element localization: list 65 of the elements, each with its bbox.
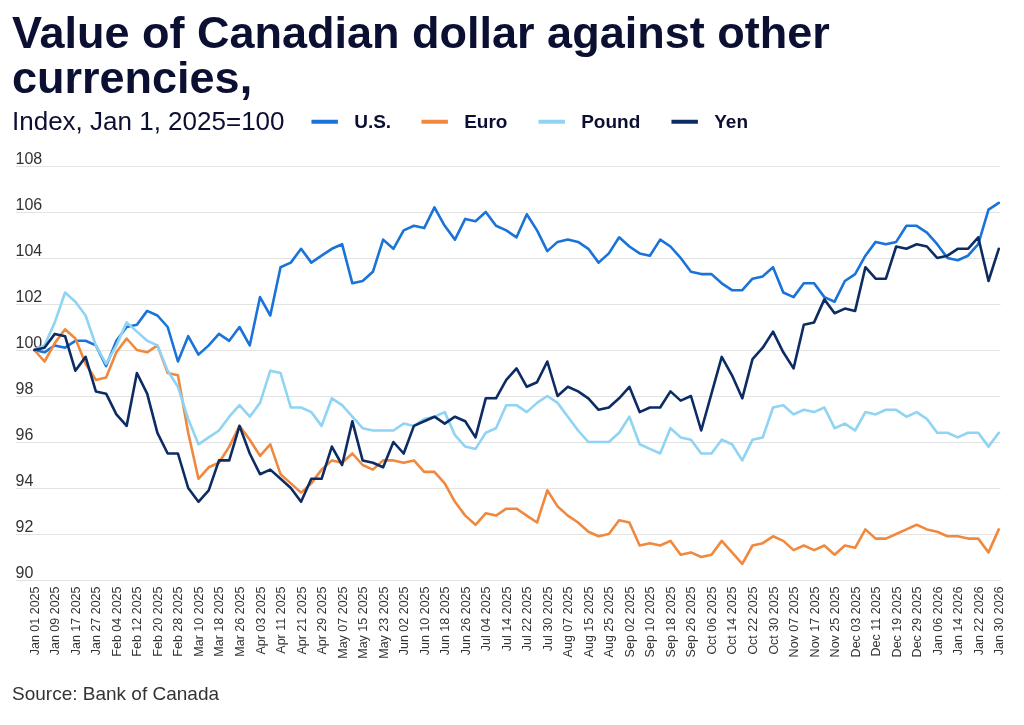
legend-label: Pound <box>581 110 641 132</box>
x-tick-label: Oct 22 2025 <box>746 586 761 655</box>
x-tick-label: Jan 14 2026 <box>951 586 966 656</box>
y-tick-label: 106 <box>15 195 43 213</box>
x-tick-label: Dec 29 2025 <box>910 586 925 658</box>
x-tick-label: Jun 18 2025 <box>438 586 453 656</box>
x-tick-label: Jan 22 2026 <box>971 586 986 656</box>
x-tick-label: Jul 04 2025 <box>479 586 494 652</box>
x-tick-label: Oct 06 2025 <box>704 586 719 655</box>
y-tick-label: 108 <box>15 149 43 167</box>
x-tick-label: Sep 18 2025 <box>663 586 678 658</box>
x-tick-label: Mar 10 2025 <box>191 586 206 657</box>
x-tick-label: Apr 11 2025 <box>274 586 289 654</box>
x-tick-label: Jan 17 2025 <box>68 586 83 656</box>
x-tick-label: Jul 30 2025 <box>540 586 555 652</box>
x-tick-label: Aug 25 2025 <box>602 586 617 658</box>
x-tick-label: Oct 14 2025 <box>725 586 740 655</box>
y-tick-label: 100 <box>15 333 43 351</box>
x-tick-label: Dec 03 2025 <box>848 586 863 658</box>
x-tick-label: Jan 01 2025 <box>27 586 42 656</box>
x-tick-label: Aug 07 2025 <box>561 586 576 658</box>
x-tick-label: Feb 04 2025 <box>109 586 124 657</box>
legend-label: U.S. <box>354 110 392 132</box>
x-tick-label: Jun 10 2025 <box>417 586 432 656</box>
x-tick-label: Jun 26 2025 <box>458 586 473 656</box>
chart-subtitle: Index, Jan 1, 2025=100 <box>12 106 285 136</box>
x-tick-label: Nov 25 2025 <box>828 586 843 658</box>
x-tick-label: Jul 22 2025 <box>520 586 535 652</box>
x-tick-label: Jan 27 2025 <box>89 586 104 656</box>
x-tick-label: Jun 02 2025 <box>397 586 412 656</box>
x-tick-label: Mar 18 2025 <box>212 586 227 657</box>
y-tick-label: 102 <box>15 287 43 305</box>
x-tick-label: Nov 17 2025 <box>807 586 822 658</box>
y-tick-label: 90 <box>15 563 34 581</box>
x-tick-label: May 23 2025 <box>376 586 391 659</box>
x-tick-label: Jan 06 2026 <box>930 586 945 656</box>
x-tick-label: Nov 07 2025 <box>787 586 802 658</box>
x-tick-label: Sep 02 2025 <box>622 586 637 658</box>
x-tick-label: Feb 28 2025 <box>171 586 186 657</box>
y-tick-label: 98 <box>15 379 34 397</box>
x-tick-label: Feb 20 2025 <box>150 586 165 657</box>
y-tick-label: 94 <box>15 471 34 489</box>
y-tick-label: 92 <box>15 517 34 535</box>
x-tick-label: Feb 12 2025 <box>130 586 145 657</box>
x-tick-label: Sep 26 2025 <box>684 586 699 658</box>
x-tick-label: May 07 2025 <box>335 586 350 659</box>
x-tick-label: Dec 11 2025 <box>869 586 884 657</box>
x-tick-label: Mar 26 2025 <box>233 586 247 657</box>
x-tick-label: Oct 30 2025 <box>766 586 781 655</box>
x-tick-label: Jan 09 2025 <box>48 586 63 656</box>
legend-label: Yen <box>714 110 748 132</box>
x-tick-label: Sep 10 2025 <box>643 586 658 658</box>
x-tick-label: May 15 2025 <box>356 586 371 659</box>
x-tick-label: Apr 03 2025 <box>253 586 268 655</box>
x-tick-label: Apr 29 2025 <box>315 586 330 655</box>
x-tick-label: Aug 15 2025 <box>581 586 596 658</box>
legend-label: Euro <box>464 110 508 132</box>
x-tick-label: Jan 30 2026 <box>992 586 1007 656</box>
y-tick-label: 96 <box>15 425 34 443</box>
x-tick-label: Jul 14 2025 <box>499 586 514 652</box>
source-note: Source: Bank of Canada <box>12 683 220 704</box>
x-tick-label: Dec 19 2025 <box>889 586 904 658</box>
y-tick-label: 104 <box>15 241 43 259</box>
chart-title: Value of Canadian dollar against other currencies, <box>12 7 830 103</box>
x-tick-label: Apr 21 2025 <box>294 586 309 655</box>
